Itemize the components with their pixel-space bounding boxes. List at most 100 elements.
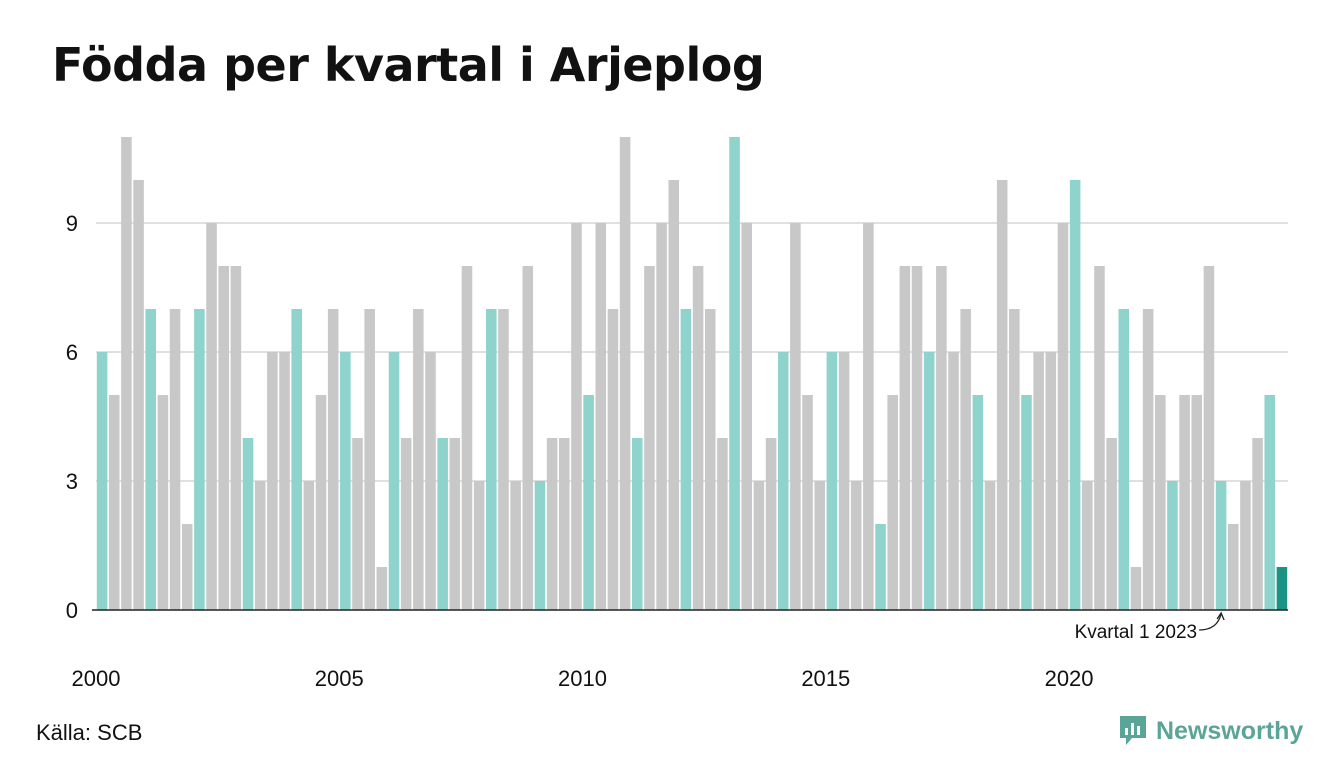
bar	[315, 395, 327, 610]
bar	[729, 137, 740, 610]
bar	[887, 395, 898, 610]
bar	[911, 266, 923, 610]
bar	[996, 180, 1008, 610]
x-tick-label: 2015	[801, 666, 850, 691]
y-tick-label: 6	[66, 340, 78, 365]
bar	[777, 352, 789, 610]
bar	[692, 266, 704, 610]
bar	[145, 309, 157, 610]
bar	[181, 524, 193, 610]
bar	[1264, 395, 1276, 610]
bar	[121, 137, 132, 610]
bar	[972, 395, 984, 610]
bar	[790, 223, 801, 610]
bar	[1094, 266, 1105, 610]
bar	[1082, 481, 1093, 610]
bar	[1130, 567, 1142, 610]
bar	[680, 309, 692, 610]
bar	[899, 266, 911, 610]
bar	[741, 223, 753, 610]
bar	[619, 137, 631, 610]
bar	[753, 481, 765, 610]
bar	[169, 309, 181, 610]
y-tick-labels: 0 3 6 9	[66, 211, 78, 623]
annotation-arrowhead	[1216, 611, 1225, 621]
annotation: Kvartal 1 2023	[1075, 611, 1225, 643]
bar	[534, 481, 546, 610]
bar	[206, 223, 217, 610]
bar	[303, 481, 315, 610]
bar	[1118, 309, 1130, 610]
bar	[400, 438, 412, 610]
x-tick-label: 2020	[1045, 666, 1094, 691]
bar	[583, 395, 594, 610]
bar	[486, 309, 497, 610]
bar	[1033, 352, 1044, 610]
bar	[704, 309, 716, 610]
bar	[1045, 352, 1057, 610]
bar	[522, 266, 534, 610]
bar	[1009, 309, 1020, 610]
bar	[267, 352, 278, 610]
bar	[1021, 395, 1032, 610]
bar	[133, 180, 144, 610]
bar	[352, 438, 363, 610]
bar	[364, 309, 375, 610]
bar	[960, 309, 971, 610]
bar	[327, 309, 339, 610]
bar	[218, 266, 229, 610]
bar	[559, 438, 570, 610]
bar	[1240, 481, 1251, 610]
bar	[948, 352, 959, 610]
bar	[1069, 180, 1081, 610]
bar	[668, 180, 680, 610]
bar	[814, 481, 825, 610]
bar	[449, 438, 461, 610]
bar	[1106, 438, 1117, 610]
x-tick-label: 2000	[72, 666, 121, 691]
bar	[510, 481, 521, 610]
bar	[1227, 524, 1239, 610]
bar	[595, 223, 607, 610]
bar	[376, 567, 388, 610]
bar	[1142, 309, 1154, 610]
bar	[936, 266, 947, 610]
bar	[1155, 395, 1166, 610]
bar	[644, 266, 655, 610]
annotation-arrow	[1199, 613, 1222, 631]
brand-name: Newsworthy	[1156, 716, 1304, 745]
x-tick-labels: 2000 2005 2010 2015 2020	[72, 666, 1094, 691]
bar	[279, 352, 290, 610]
bar	[1203, 266, 1215, 610]
bar	[656, 223, 667, 610]
bar	[802, 395, 813, 610]
bar	[437, 438, 448, 610]
bar	[388, 352, 400, 610]
bar	[850, 481, 862, 610]
bar	[571, 223, 582, 610]
bar	[607, 309, 619, 610]
bar	[1276, 567, 1288, 610]
bar	[1191, 395, 1203, 610]
bar	[1179, 395, 1190, 610]
brand[interactable]: Newsworthy	[1118, 714, 1303, 748]
bar	[461, 266, 473, 610]
y-tick-label: 0	[66, 598, 78, 623]
bar	[194, 309, 205, 610]
bar	[546, 438, 558, 610]
bar	[96, 352, 108, 610]
bar	[413, 309, 424, 610]
bar	[717, 438, 728, 610]
bar	[425, 352, 436, 610]
bar	[631, 438, 643, 610]
bar	[984, 481, 996, 610]
bar	[254, 481, 266, 610]
bar	[765, 438, 777, 610]
bar	[875, 524, 886, 610]
newsworthy-logo-icon	[1120, 716, 1146, 745]
y-tick-label: 3	[66, 469, 78, 494]
bar	[291, 309, 302, 610]
bar	[1057, 223, 1069, 610]
annotation-label: Kvartal 1 2023	[1075, 622, 1198, 643]
